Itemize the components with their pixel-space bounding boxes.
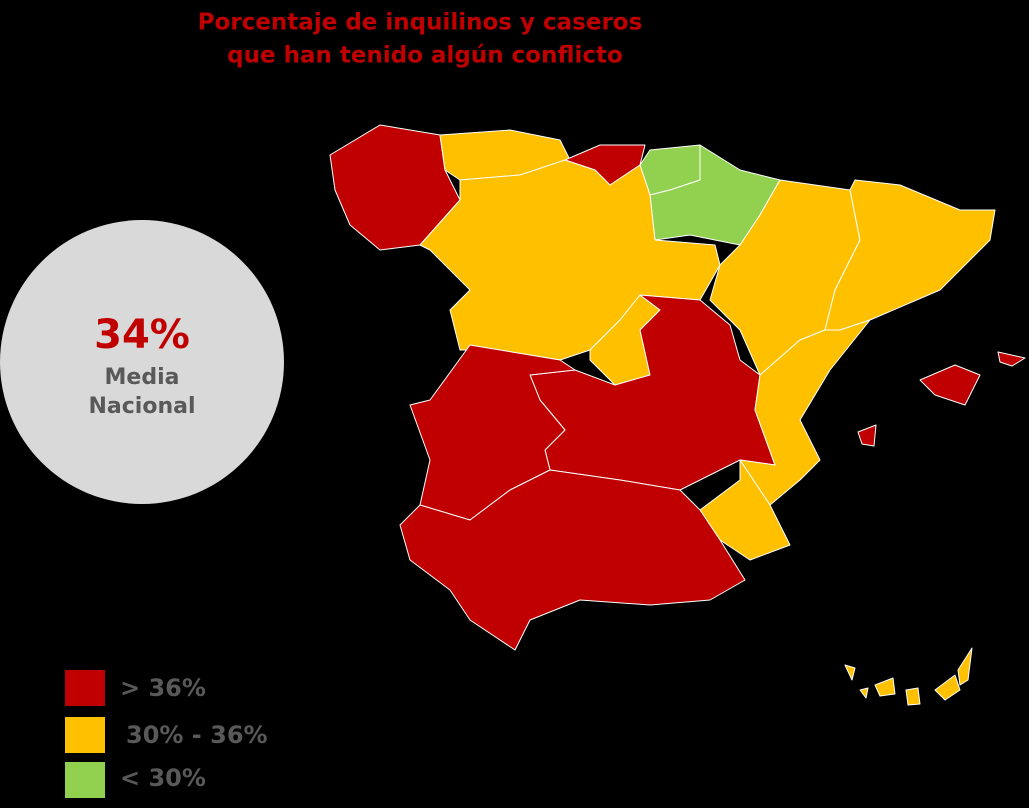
regions — [329, 124, 1026, 706]
legend: > 36% 30% - 36% < 30% — [65, 670, 268, 798]
average-value: 34% — [94, 312, 190, 358]
canarias — [934, 674, 961, 701]
title-line: que han tenido algún conflicto — [227, 43, 623, 69]
legend-swatch — [65, 717, 105, 753]
legend-label: < 30% — [120, 764, 206, 792]
mallorca — [919, 364, 981, 406]
valencia — [739, 319, 871, 506]
navarra-rioja — [649, 144, 781, 246]
average-circle — [0, 220, 284, 504]
murcia — [699, 459, 791, 561]
ibiza — [857, 424, 877, 447]
cataluna — [824, 179, 996, 331]
canarias — [859, 687, 869, 699]
menorca — [997, 351, 1026, 367]
legend-swatch — [65, 670, 105, 706]
average-label: Media — [105, 365, 180, 390]
canarias — [844, 664, 856, 681]
title-line: Porcentaje de inquilinos y caseros — [198, 10, 643, 36]
canarias — [874, 677, 896, 697]
legend-label: 30% - 36% — [126, 721, 268, 749]
extremadura — [409, 344, 576, 521]
legend-swatch — [65, 762, 105, 798]
canarias — [905, 687, 921, 706]
average-label: Nacional — [88, 394, 195, 419]
legend-label: > 36% — [120, 674, 206, 702]
andalucia — [399, 469, 746, 651]
canarias — [957, 647, 973, 686]
